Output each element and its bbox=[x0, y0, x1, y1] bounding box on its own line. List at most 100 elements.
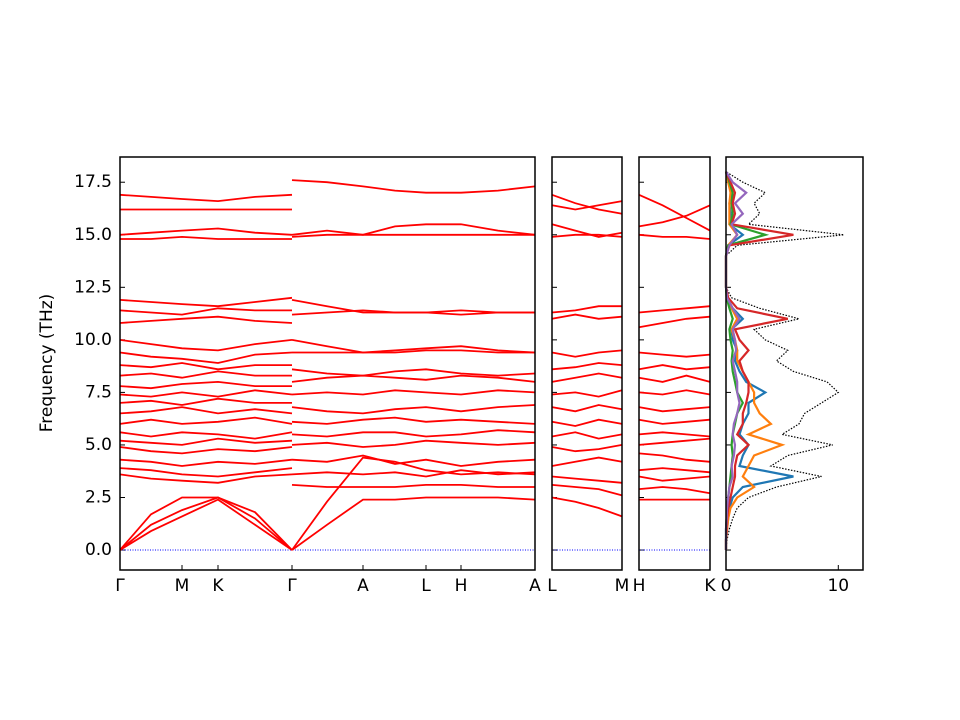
partial-dos bbox=[724, 171, 794, 550]
band bbox=[119, 496, 293, 551]
band bbox=[638, 374, 711, 383]
band bbox=[638, 364, 711, 371]
x-tick-label: L bbox=[421, 576, 431, 596]
band bbox=[119, 296, 293, 308]
band bbox=[551, 362, 623, 371]
band bbox=[291, 484, 535, 488]
partial-dos bbox=[724, 171, 794, 550]
y-tick-label: 2.5 bbox=[85, 487, 112, 507]
band bbox=[551, 496, 623, 518]
band bbox=[551, 431, 623, 440]
band bbox=[119, 496, 293, 551]
axes-frame bbox=[551, 156, 623, 571]
band bbox=[119, 389, 293, 398]
band bbox=[291, 299, 535, 314]
band bbox=[551, 404, 623, 413]
band bbox=[551, 305, 622, 314]
band bbox=[551, 372, 623, 383]
band bbox=[119, 431, 293, 440]
band bbox=[638, 431, 711, 438]
band bbox=[291, 179, 536, 194]
band bbox=[551, 200, 623, 211]
band bbox=[119, 370, 292, 379]
band bbox=[638, 406, 711, 413]
band bbox=[551, 193, 623, 215]
axes-frame bbox=[119, 156, 536, 571]
x-tick-label: M bbox=[175, 576, 190, 596]
band bbox=[551, 418, 623, 427]
x-tick-label: A bbox=[529, 576, 541, 596]
x-tick-label: H bbox=[633, 576, 646, 596]
band bbox=[291, 233, 535, 238]
band bbox=[291, 374, 536, 383]
y-axis-label: Frequency (THz) bbox=[37, 294, 57, 433]
band bbox=[638, 452, 711, 463]
band bbox=[291, 456, 536, 551]
band bbox=[119, 458, 293, 467]
band bbox=[638, 204, 711, 228]
x-tick-label: H bbox=[455, 576, 468, 596]
band bbox=[638, 193, 711, 232]
band bbox=[638, 475, 711, 482]
band bbox=[119, 498, 293, 551]
band bbox=[291, 416, 536, 425]
partial-dos bbox=[724, 171, 748, 550]
x-tick-label: 10 bbox=[827, 576, 849, 596]
band bbox=[119, 437, 293, 446]
band bbox=[638, 418, 711, 425]
y-tick-label: 12.5 bbox=[74, 277, 112, 297]
band bbox=[119, 351, 293, 364]
band bbox=[291, 223, 536, 236]
band bbox=[638, 233, 711, 240]
x-tick-label: M bbox=[615, 576, 630, 596]
band bbox=[291, 454, 536, 467]
band bbox=[551, 444, 623, 453]
y-tick-label: 0.0 bbox=[85, 540, 112, 560]
axes-frame bbox=[638, 156, 711, 571]
band bbox=[638, 486, 711, 495]
band bbox=[638, 467, 711, 474]
band bbox=[292, 345, 536, 354]
band bbox=[291, 404, 536, 415]
band bbox=[119, 397, 292, 406]
band bbox=[119, 467, 293, 478]
band bbox=[119, 416, 293, 425]
band bbox=[119, 362, 292, 371]
band bbox=[638, 315, 711, 329]
band bbox=[638, 305, 711, 314]
band bbox=[551, 349, 623, 358]
band bbox=[551, 313, 623, 320]
band bbox=[119, 406, 293, 415]
band bbox=[551, 456, 623, 467]
band bbox=[551, 389, 623, 398]
axes-frame bbox=[725, 156, 864, 571]
band bbox=[551, 233, 623, 238]
band bbox=[291, 429, 536, 438]
band bbox=[638, 389, 711, 396]
band bbox=[291, 368, 536, 377]
band bbox=[119, 339, 293, 352]
x-tick-label: A bbox=[357, 576, 369, 596]
band bbox=[291, 496, 536, 551]
band bbox=[551, 475, 623, 484]
y-tick-label: 5.0 bbox=[85, 435, 112, 455]
y-tick-label: 17.5 bbox=[74, 172, 112, 192]
band bbox=[551, 223, 623, 238]
band bbox=[638, 437, 711, 446]
x-tick-label: K bbox=[704, 576, 716, 596]
x-tick-label: 0 bbox=[721, 576, 732, 596]
band bbox=[291, 339, 535, 354]
x-tick-label: Γ bbox=[115, 576, 125, 596]
band bbox=[120, 235, 292, 240]
band bbox=[119, 307, 292, 316]
band bbox=[119, 315, 293, 324]
x-tick-label: Γ bbox=[287, 576, 297, 596]
x-tick-label: L bbox=[547, 576, 557, 596]
y-tick-label: 15.0 bbox=[74, 225, 112, 245]
band bbox=[291, 439, 536, 448]
band bbox=[119, 193, 293, 203]
x-tick-label: K bbox=[212, 576, 224, 596]
band bbox=[551, 484, 623, 497]
y-tick-label: 7.5 bbox=[85, 382, 112, 402]
